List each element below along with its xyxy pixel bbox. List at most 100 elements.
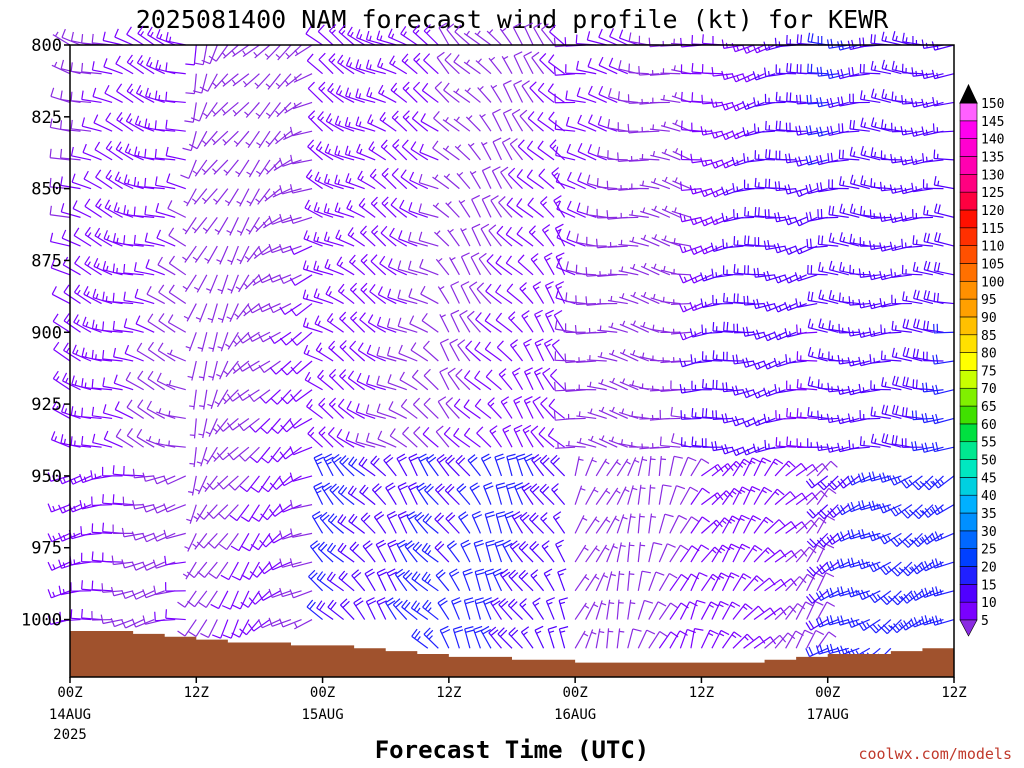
wind-barb	[236, 217, 250, 236]
wind-barb	[236, 188, 250, 207]
wind-barb	[639, 383, 660, 391]
wind-barb	[188, 130, 208, 150]
wind-barb	[258, 360, 281, 374]
colorbar-label: 65	[981, 400, 997, 415]
wind-barb	[628, 183, 649, 190]
wind-barb	[499, 568, 513, 592]
wind-barb	[422, 599, 439, 621]
wind-barb	[408, 288, 429, 305]
wind-barb	[289, 274, 313, 286]
wind-barb	[890, 561, 913, 577]
wind-barb	[385, 482, 397, 505]
wind-barb	[435, 257, 450, 276]
colorbar-label: 95	[981, 293, 997, 308]
wind-barb	[399, 199, 418, 218]
wind-barb	[700, 573, 721, 592]
wind-barb	[627, 628, 642, 649]
wind-barb	[378, 84, 397, 103]
wind-barb	[146, 56, 165, 75]
wind-barb	[658, 455, 667, 476]
wind-barb	[587, 85, 607, 104]
plot-frame	[69, 44, 955, 678]
wind-barb	[691, 407, 712, 420]
wind-barb	[474, 370, 492, 391]
wind-barb	[658, 484, 672, 505]
wind-barb	[555, 173, 576, 190]
wind-barb	[901, 504, 923, 519]
wind-barb	[58, 559, 81, 569]
wind-barb	[381, 167, 397, 190]
wind-barb	[365, 30, 386, 46]
wind-barb	[868, 561, 892, 573]
wind-barb	[513, 51, 524, 74]
wind-barb	[253, 245, 271, 259]
wind-barb	[313, 453, 324, 477]
colorbar-label: 70	[981, 382, 997, 397]
wind-barb	[167, 314, 187, 333]
wind-barb	[420, 113, 439, 132]
wind-barb	[848, 439, 870, 450]
wind-barb	[595, 516, 611, 534]
wind-barb	[523, 395, 534, 419]
wind-barb	[464, 626, 475, 649]
wind-barb	[806, 238, 828, 249]
wind-barb	[617, 152, 639, 163]
wind-barb	[469, 482, 481, 505]
wind-barb	[640, 291, 660, 305]
wind-barb	[565, 90, 586, 104]
wind-barb	[839, 232, 860, 247]
wind-barb	[326, 542, 344, 563]
wind-barb	[555, 252, 566, 276]
wind-barb	[529, 541, 545, 563]
wind-barb	[460, 252, 471, 276]
wind-barb	[485, 283, 502, 305]
wind-barb	[521, 80, 534, 103]
wind-barb	[764, 458, 784, 477]
wind-barb	[616, 628, 625, 649]
wind-barb	[396, 453, 408, 477]
wind-barb	[136, 342, 155, 362]
wind-barb	[84, 226, 102, 247]
wind-barb	[913, 289, 934, 305]
wind-barb	[212, 73, 229, 89]
wind-barb	[438, 22, 450, 46]
wind-barb	[870, 60, 891, 75]
wind-barb	[339, 311, 355, 333]
wind-barb	[701, 324, 723, 335]
wind-barb	[549, 24, 566, 46]
wind-barb	[607, 269, 628, 276]
wind-barb	[480, 625, 492, 649]
wind-barb	[511, 108, 524, 132]
wind-barb	[257, 618, 281, 629]
wind-barb	[753, 607, 777, 621]
wind-barb	[293, 73, 313, 83]
wind-barb	[637, 484, 646, 505]
wind-barb	[452, 625, 464, 649]
wind-barb	[606, 515, 620, 534]
wind-barb	[585, 545, 600, 563]
wind-barb	[721, 601, 741, 620]
wind-barb	[423, 53, 439, 75]
wind-barb	[133, 176, 155, 190]
wind-barb	[232, 331, 250, 347]
wind-barb	[637, 513, 645, 534]
wind-barb	[246, 159, 260, 178]
wind-barb	[386, 510, 398, 534]
wind-barb	[796, 351, 818, 362]
wind-barb	[628, 441, 649, 448]
wind-barb	[270, 418, 292, 434]
wind-barb	[764, 634, 787, 649]
wind-barb	[112, 320, 134, 333]
wind-barb	[313, 231, 334, 247]
wind-barb	[532, 396, 545, 419]
wind-barb	[606, 571, 616, 591]
wind-barb	[186, 504, 197, 524]
wind-barb	[516, 226, 534, 247]
wind-barb	[859, 63, 881, 75]
y-tick-label: 950	[31, 467, 62, 487]
wind-barb	[690, 354, 713, 364]
wind-barb	[566, 143, 586, 161]
wind-barb	[679, 384, 702, 394]
wind-barb	[732, 182, 755, 193]
wind-barb	[901, 532, 923, 548]
